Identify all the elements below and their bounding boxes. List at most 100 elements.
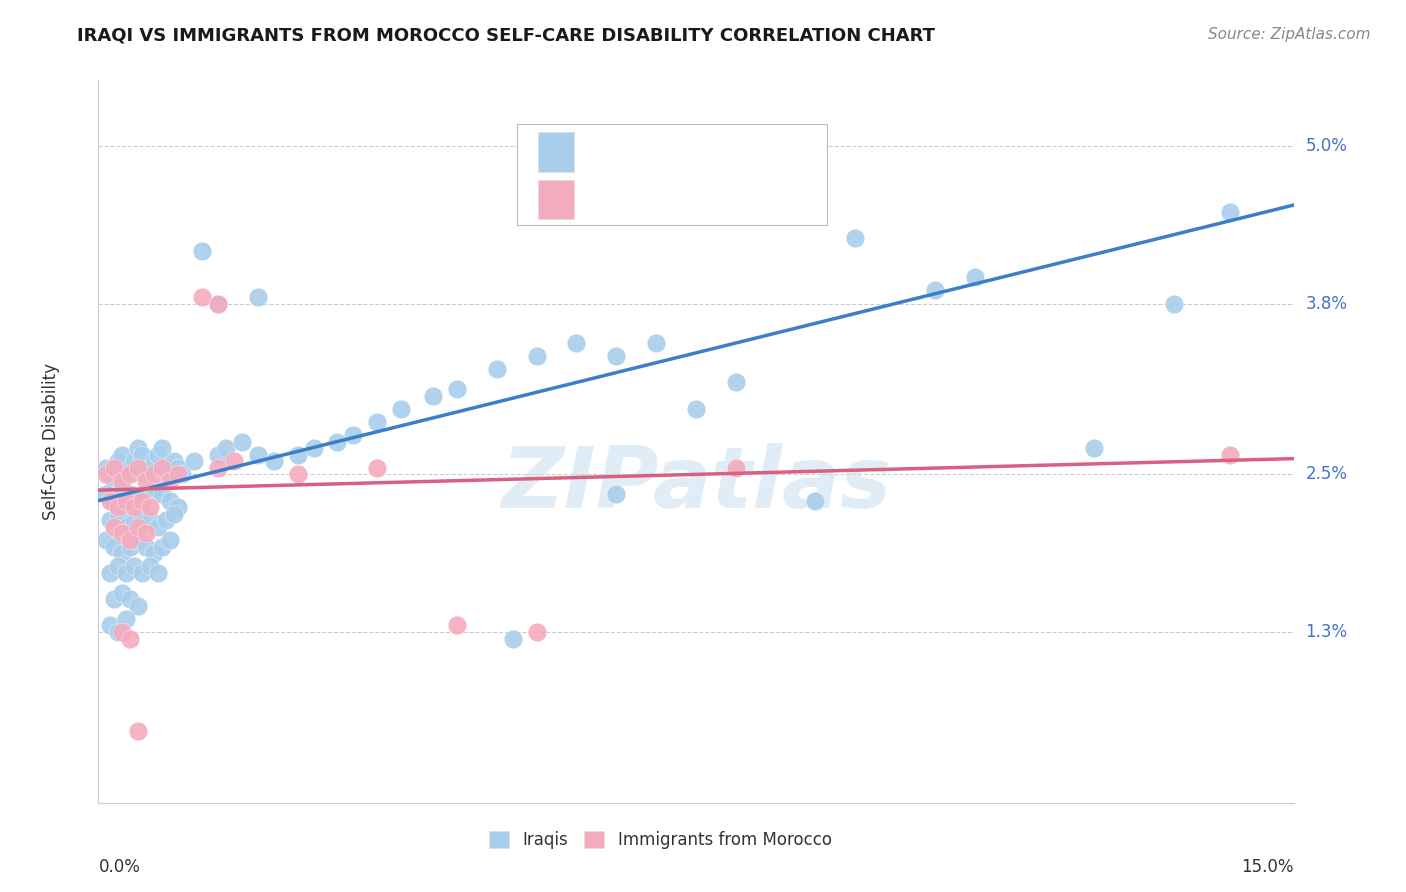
Point	[159, 474, 181, 488]
Point	[366, 460, 388, 475]
Point	[131, 448, 153, 462]
Point	[111, 526, 134, 541]
Point	[159, 467, 181, 482]
Point	[150, 441, 173, 455]
Point	[526, 625, 548, 640]
Point	[127, 441, 149, 455]
Point	[685, 401, 707, 416]
Point	[103, 493, 125, 508]
Point	[287, 467, 309, 482]
Point	[127, 723, 149, 738]
Point	[111, 448, 134, 462]
Point	[103, 592, 125, 607]
Point	[167, 500, 190, 515]
Point	[127, 599, 149, 613]
Point	[804, 493, 827, 508]
Point	[148, 566, 170, 580]
Point	[167, 467, 190, 482]
Point	[143, 454, 166, 468]
Point	[526, 349, 548, 363]
Point	[111, 625, 134, 640]
Point	[143, 546, 166, 560]
Point	[485, 362, 508, 376]
Text: N =: N =	[702, 191, 738, 209]
Point	[222, 454, 245, 468]
Text: ZIPatlas: ZIPatlas	[501, 443, 891, 526]
Point	[124, 500, 146, 515]
Point	[1163, 296, 1185, 310]
Point	[103, 520, 125, 534]
Point	[1219, 448, 1241, 462]
Point	[215, 441, 238, 455]
Point	[111, 481, 134, 495]
Point	[124, 559, 146, 574]
Point	[366, 415, 388, 429]
Point	[139, 460, 162, 475]
Point	[124, 513, 146, 527]
Text: R =: R =	[589, 191, 624, 209]
Text: 3.8%: 3.8%	[1306, 294, 1347, 312]
Point	[107, 559, 129, 574]
Point	[150, 460, 173, 475]
FancyBboxPatch shape	[538, 132, 574, 172]
Point	[127, 460, 149, 475]
Point	[96, 467, 118, 482]
Point	[207, 448, 229, 462]
Point	[135, 487, 157, 501]
Point	[98, 618, 122, 632]
Point	[107, 454, 129, 468]
Point	[148, 448, 170, 462]
Point	[98, 513, 122, 527]
Point	[115, 566, 138, 580]
Point	[139, 513, 162, 527]
Point	[155, 460, 177, 475]
Point	[96, 533, 118, 547]
Text: IRAQI VS IMMIGRANTS FROM MOROCCO SELF-CARE DISABILITY CORRELATION CHART: IRAQI VS IMMIGRANTS FROM MOROCCO SELF-CA…	[77, 27, 935, 45]
Text: N =: N =	[702, 143, 738, 161]
Point	[502, 632, 524, 646]
Point	[103, 474, 125, 488]
Point	[115, 467, 138, 482]
Point	[924, 284, 946, 298]
Point	[163, 454, 186, 468]
Text: 2.5%: 2.5%	[1306, 466, 1347, 483]
Point	[135, 526, 157, 541]
Point	[167, 460, 190, 475]
Point	[326, 434, 349, 449]
Point	[246, 448, 269, 462]
Point	[191, 244, 214, 258]
Point	[96, 487, 118, 501]
Point	[207, 296, 229, 310]
Point	[139, 500, 162, 515]
Point	[231, 434, 253, 449]
Point	[446, 618, 468, 632]
Point	[96, 460, 118, 475]
Point	[135, 467, 157, 482]
Point	[422, 388, 444, 402]
Point	[263, 454, 285, 468]
Point	[115, 612, 138, 626]
Point	[115, 520, 138, 534]
Point	[565, 336, 588, 351]
Point	[120, 540, 142, 554]
Point	[605, 487, 627, 501]
Point	[120, 487, 142, 501]
Legend: Iraqis, Immigrants from Morocco: Iraqis, Immigrants from Morocco	[482, 824, 838, 856]
Point	[302, 441, 325, 455]
Point	[724, 460, 747, 475]
Text: 5.0%: 5.0%	[1306, 137, 1347, 155]
Point	[98, 566, 122, 580]
Point	[191, 290, 214, 304]
Text: Source: ZipAtlas.com: Source: ZipAtlas.com	[1208, 27, 1371, 42]
Point	[143, 467, 166, 482]
Point	[98, 493, 122, 508]
Point	[120, 533, 142, 547]
Point	[183, 454, 205, 468]
Text: 1.3%: 1.3%	[1306, 623, 1347, 641]
Point	[150, 540, 173, 554]
Point	[605, 349, 627, 363]
FancyBboxPatch shape	[538, 179, 574, 219]
Point	[159, 533, 181, 547]
Point	[724, 376, 747, 390]
Text: 0.0%: 0.0%	[98, 858, 141, 876]
